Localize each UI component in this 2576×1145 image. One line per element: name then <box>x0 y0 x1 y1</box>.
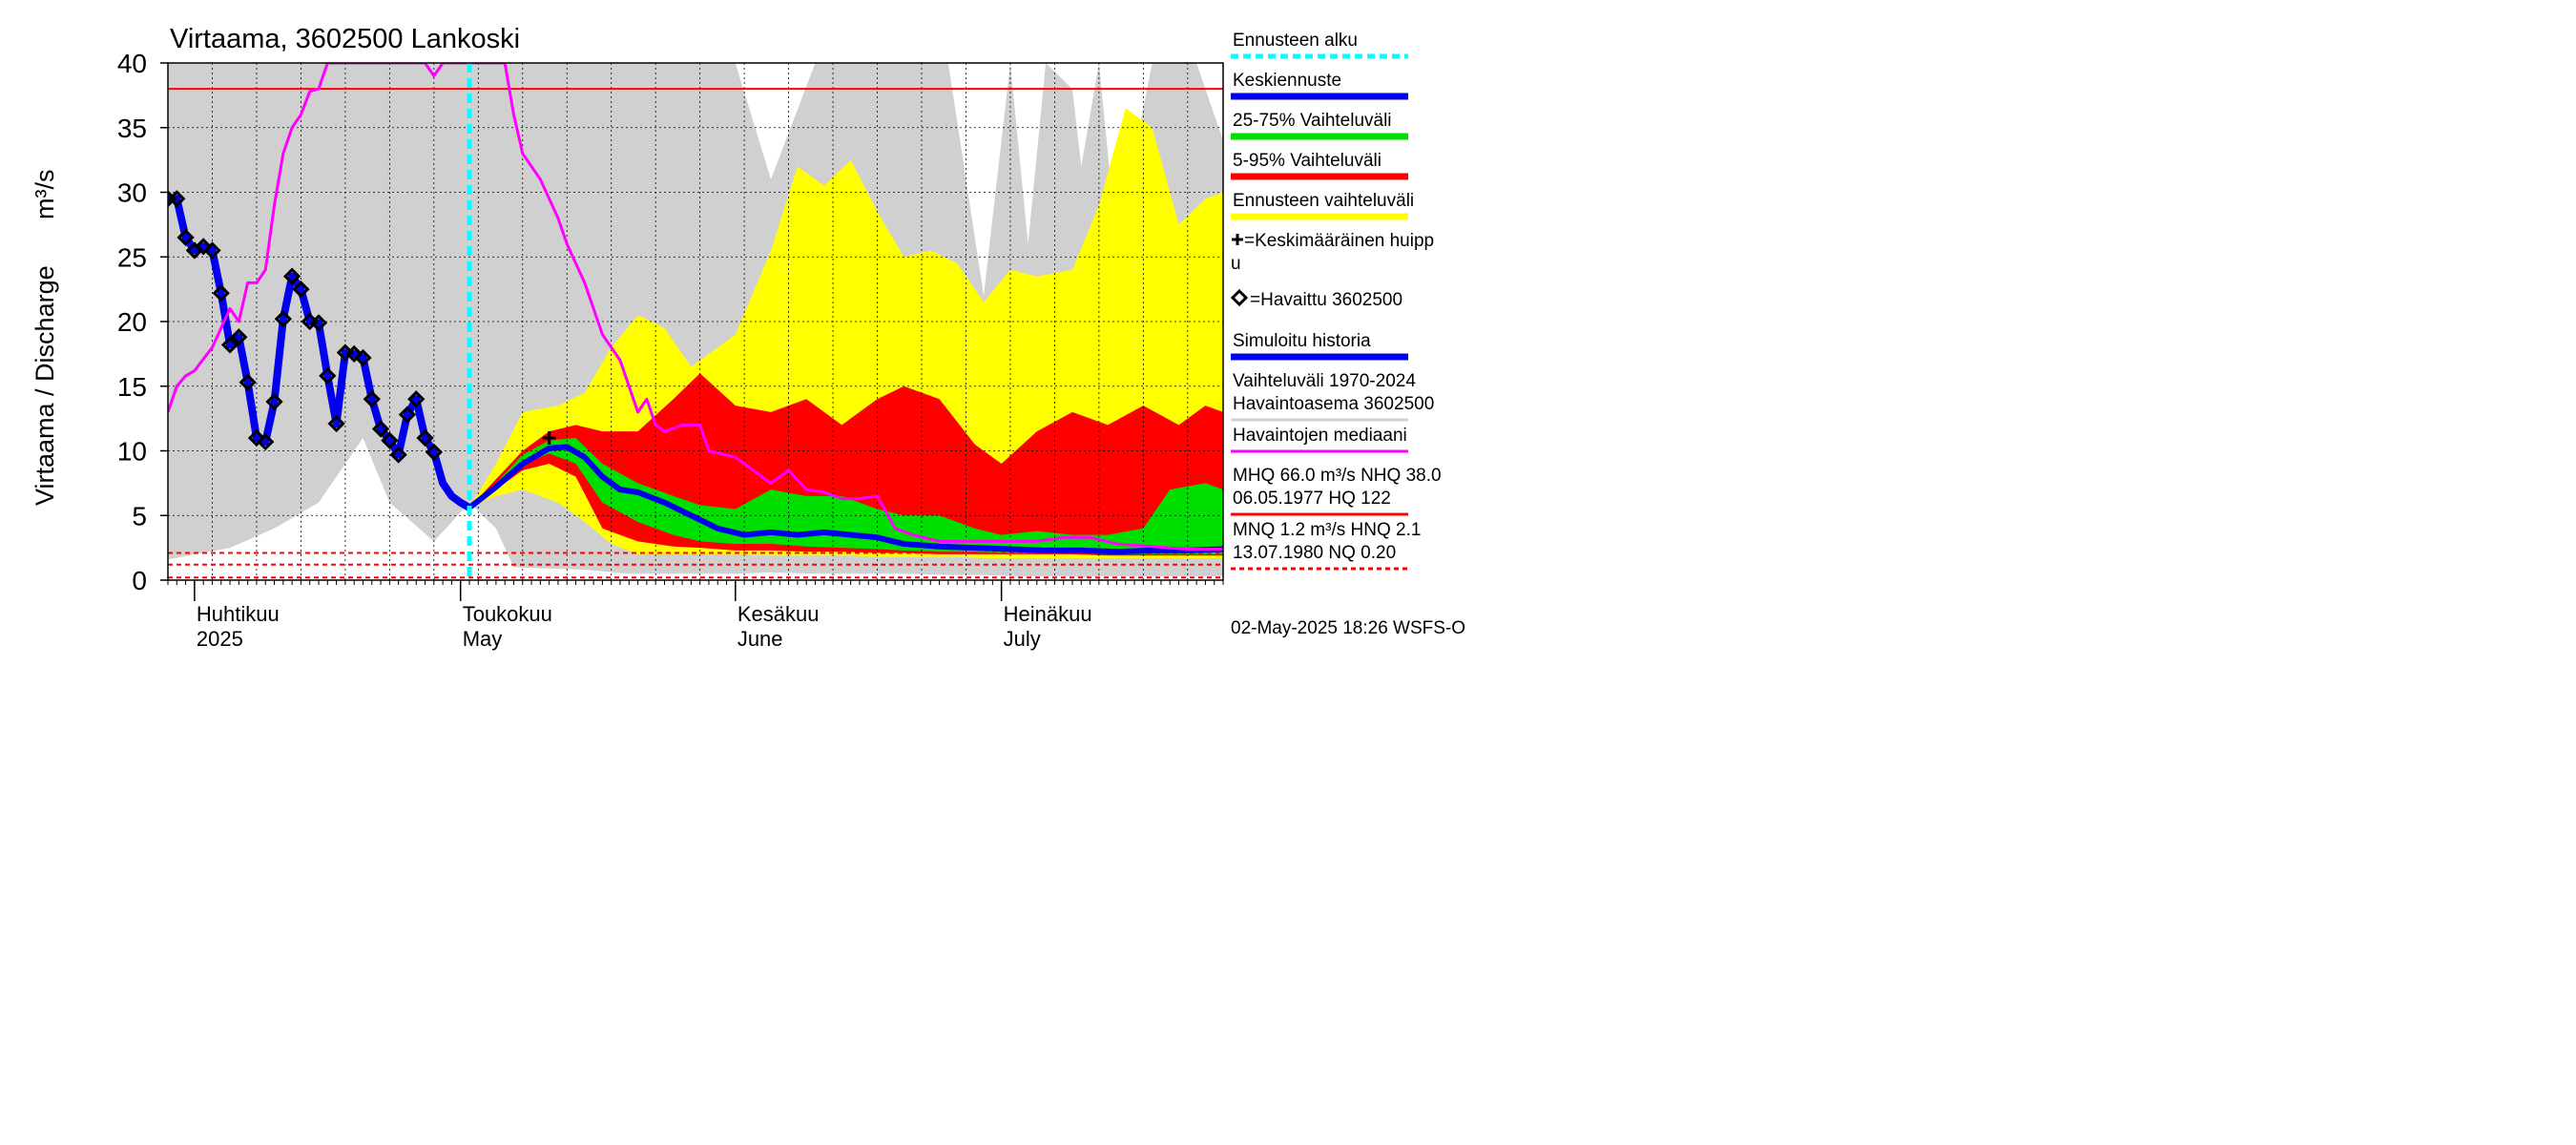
observed-point <box>345 344 364 363</box>
legend-label: =Keskimääräinen huipp <box>1244 231 1434 251</box>
footer-timestamp: 02-May-2025 18:26 WSFS-O <box>1231 618 1465 638</box>
legend-label-line2: 13.07.1980 NQ 0.20 <box>1233 543 1396 563</box>
y-tick-label: 10 <box>117 437 147 467</box>
x-month-sublabel: 2025 <box>197 627 243 651</box>
legend-label: Simuloitu historia <box>1233 331 1371 351</box>
observed-point <box>212 284 230 302</box>
y-tick-label: 40 <box>117 49 147 78</box>
observed-point <box>265 392 283 411</box>
grid <box>168 63 1223 580</box>
observed-point <box>389 446 407 464</box>
x-month-label: Kesäkuu <box>737 602 820 626</box>
legend-label: =Havaittu 3602500 <box>1250 290 1402 310</box>
legend-label: MNQ 1.2 m³/s HNQ 2.1 <box>1233 520 1421 540</box>
plot-area <box>168 63 1223 580</box>
observed-point <box>407 390 426 408</box>
observed-point <box>274 310 292 328</box>
legend-diamond-icon <box>1230 288 1249 307</box>
chart-title: Virtaama, 3602500 Lankoski <box>170 24 520 54</box>
observed-point <box>230 328 248 346</box>
observed-point <box>195 238 213 256</box>
observed-point <box>203 241 221 260</box>
x-month-label: Huhtikuu <box>197 602 280 626</box>
y-tick-label: 5 <box>132 501 147 531</box>
observed-point <box>371 420 390 438</box>
observed-point <box>354 348 372 367</box>
legend-label-line2: Havaintoasema 3602500 <box>1233 394 1434 414</box>
discharge-chart: Virtaama, 3602500 Lankoski Virtaama / Di… <box>0 0 1496 664</box>
x-month-label: Heinäkuu <box>1004 602 1092 626</box>
band-25-75 <box>469 437 1223 554</box>
x-month-sublabel: May <box>463 627 503 651</box>
legend-label: Keskiennuste <box>1233 71 1341 91</box>
x-month-sublabel: June <box>737 627 783 651</box>
series-simuloitu-historia <box>168 195 472 511</box>
observed-point <box>327 414 345 433</box>
y-tick-label: 20 <box>117 307 147 337</box>
legend-label: Havaintojen mediaani <box>1233 426 1407 446</box>
legend-label: 25-75% Vaihteluväli <box>1233 111 1392 131</box>
observed-point <box>425 443 443 461</box>
legend-label: Ennusteen alku <box>1233 31 1358 51</box>
legend-label: Ennusteen vaihteluväli <box>1233 191 1414 211</box>
y-tick-label: 30 <box>117 178 147 208</box>
legend-cross-icon <box>1232 234 1243 245</box>
observed-point <box>177 228 195 247</box>
series-havaintojen-mediaani <box>168 63 1223 551</box>
mean-peak-marker <box>542 430 556 445</box>
plot-clip-group <box>168 63 1223 580</box>
observed-point <box>292 281 310 299</box>
series-keskiennuste <box>467 444 1223 555</box>
x-month-label: Toukokuu <box>463 602 552 626</box>
observed-point <box>381 431 399 449</box>
observed-point <box>239 373 257 391</box>
observed-point <box>168 190 186 208</box>
y-tick-label: 35 <box>117 114 147 143</box>
y-tick-label: 25 <box>117 242 147 272</box>
observed-point <box>398 406 417 424</box>
axes: 0510152025303540Huhtikuu2025ToukokuuMayK… <box>117 49 1224 651</box>
x-month-sublabel: July <box>1004 627 1041 651</box>
observed-point <box>319 366 337 385</box>
legend-label: Vaihteluväli 1970-2024 <box>1233 371 1416 391</box>
observed-point <box>416 428 434 448</box>
legend-label-line2: u <box>1231 254 1241 274</box>
y-axis-unit: m³/s <box>31 170 59 219</box>
observed-point <box>220 336 239 354</box>
y-axis-label: Virtaama / Discharge <box>31 265 59 506</box>
y-tick-label: 15 <box>117 372 147 402</box>
legend-label: MHQ 66.0 m³/s NHQ 38.0 <box>1233 466 1442 486</box>
observed-point <box>309 314 328 332</box>
y-axis-label-group: Virtaama / Discharge m³/s <box>31 170 59 506</box>
observed-point <box>282 267 301 285</box>
observed-point <box>247 428 266 448</box>
observed-point <box>257 432 275 451</box>
legend-label: 5-95% Vaihteluväli <box>1233 151 1381 171</box>
observed-point <box>363 390 381 408</box>
legend-label-line2: 06.05.1977 HQ 122 <box>1233 489 1391 509</box>
legend: Ennusteen alku Keskiennuste 25-75% Vaihtel… <box>1230 31 1442 571</box>
y-tick-label: 0 <box>132 566 147 595</box>
